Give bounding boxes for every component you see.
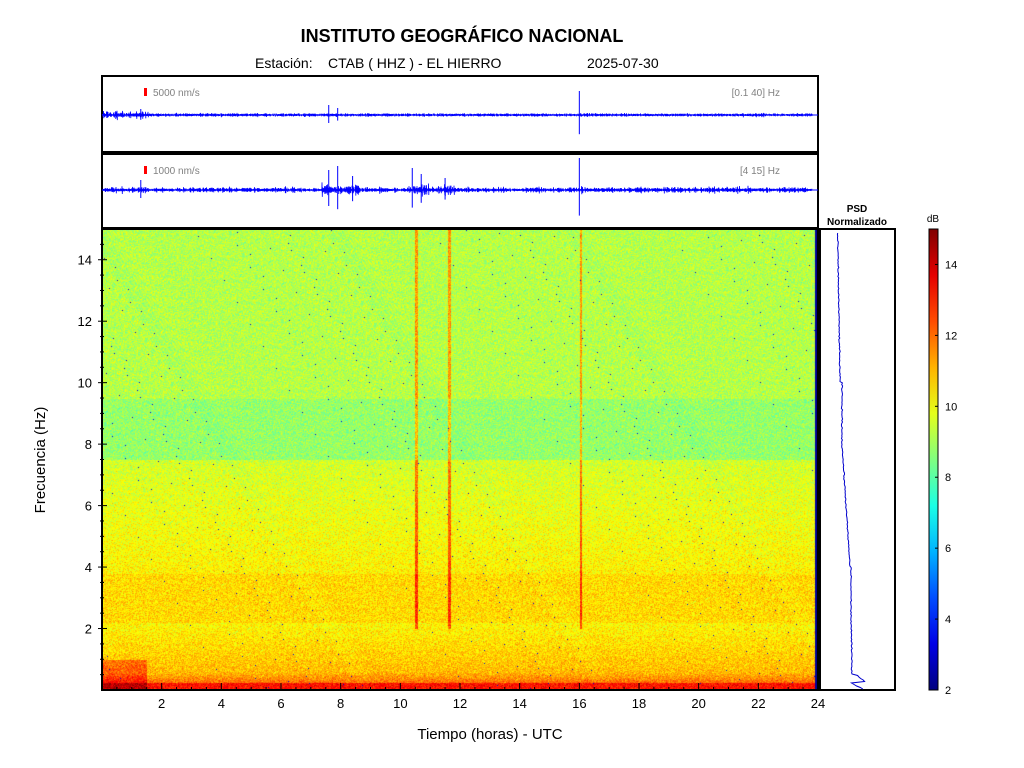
colorbar-tick-label: 2 — [945, 685, 951, 697]
psd-title: PSD — [847, 204, 868, 215]
waveform-broadband-scale-label: 5000 nm/s — [153, 88, 200, 99]
colorbar-tick-label: 6 — [945, 543, 951, 555]
colorbar-tick-label: 8 — [945, 472, 951, 484]
colorbar-tick-label: 4 — [945, 614, 951, 626]
x-tick-label: 24 — [811, 696, 825, 711]
x-tick-label: 8 — [337, 696, 344, 711]
colorbar-tick-label: 12 — [945, 330, 957, 342]
y-tick-label: 14 — [78, 253, 92, 268]
waveform-broadband-scale-marker — [144, 88, 147, 96]
colorbar-tick-label: 14 — [945, 259, 957, 271]
x-tick-label: 10 — [393, 696, 407, 711]
y-tick-label: 10 — [78, 376, 92, 391]
colorbar-tick-label: 10 — [945, 401, 957, 413]
colorbar-bar — [928, 228, 939, 691]
x-tick-label: 20 — [691, 696, 705, 711]
y-axis-label: Frecuencia (Hz) — [32, 407, 49, 514]
x-tick-label: 16 — [572, 696, 586, 711]
x-tick-label: 14 — [512, 696, 526, 711]
page-title: INSTITUTO GEOGRÁFICO NACIONAL — [300, 26, 624, 46]
psd-subtitle: Normalizado — [827, 217, 887, 228]
record-date: 2025-07-30 — [587, 55, 659, 71]
waveform-filtered-trace — [101, 182, 813, 197]
x-tick-label: 18 — [632, 696, 646, 711]
y-tick-label: 12 — [78, 314, 92, 329]
waveform-broadband-trace — [101, 110, 813, 121]
waveform-filtered-band-label: [4 15] Hz — [740, 166, 780, 177]
psd-frame — [819, 228, 896, 691]
y-tick-label: 4 — [85, 560, 92, 575]
waveform-broadband-band-label: [0.1 40] Hz — [732, 88, 780, 99]
x-tick-label: 6 — [277, 696, 284, 711]
x-tick-label: 22 — [751, 696, 765, 711]
waveform-filtered-scale-label: 1000 nm/s — [153, 166, 200, 177]
x-tick-label: 4 — [218, 696, 225, 711]
y-tick-label: 2 — [85, 622, 92, 637]
x-axis-label: Tiempo (horas) - UTC — [417, 726, 562, 743]
x-tick-label: 2 — [158, 696, 165, 711]
psd-curve — [836, 232, 866, 690]
waveform-filtered-scale-marker — [144, 166, 147, 174]
station-name: CTAB ( HHZ ) - EL HIERRO — [328, 55, 502, 71]
colorbar-unit: dB — [927, 214, 940, 225]
y-tick-label: 8 — [85, 437, 92, 452]
spectrogram-image — [102, 229, 820, 690]
x-tick-label: 12 — [453, 696, 467, 711]
station-label: Estación: — [255, 55, 313, 71]
y-tick-label: 6 — [85, 499, 92, 514]
